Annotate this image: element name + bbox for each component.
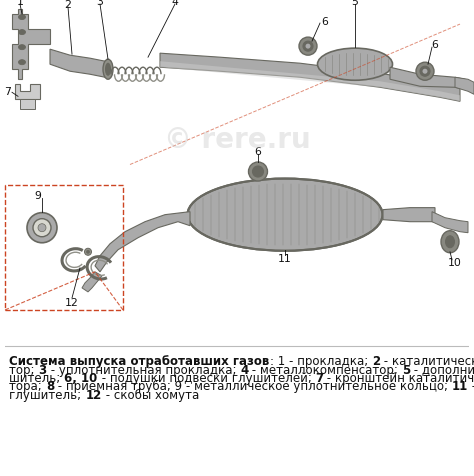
- Ellipse shape: [86, 251, 90, 254]
- Ellipse shape: [18, 60, 26, 66]
- Text: 7: 7: [315, 371, 323, 384]
- Ellipse shape: [441, 231, 459, 253]
- Ellipse shape: [33, 219, 51, 237]
- Ellipse shape: [303, 42, 313, 52]
- Text: 11: 11: [278, 253, 292, 263]
- Text: 6, 10: 6, 10: [64, 371, 98, 384]
- Ellipse shape: [248, 163, 267, 182]
- Text: 9: 9: [35, 190, 41, 200]
- Text: : 1 - прокладка;: : 1 - прокладка;: [270, 355, 372, 367]
- Text: тора;: тора;: [9, 379, 46, 393]
- Text: - дополнительный глу-: - дополнительный глу-: [410, 363, 474, 376]
- Polygon shape: [50, 50, 105, 78]
- Text: 12: 12: [85, 388, 101, 401]
- Ellipse shape: [420, 67, 430, 77]
- Polygon shape: [390, 68, 465, 90]
- Polygon shape: [20, 100, 35, 110]
- Text: глушитель;: глушитель;: [9, 388, 85, 401]
- Ellipse shape: [306, 45, 310, 50]
- Ellipse shape: [38, 224, 46, 232]
- Text: шитель;: шитель;: [9, 371, 64, 384]
- Text: - основной: - основной: [468, 379, 474, 393]
- Ellipse shape: [18, 30, 26, 36]
- Text: - приемная труба; 9 - металлическое уплотнительное кольцо;: - приемная труба; 9 - металлическое упло…: [54, 379, 452, 393]
- Polygon shape: [383, 208, 435, 222]
- Text: 5: 5: [352, 0, 358, 7]
- Text: 1: 1: [17, 0, 23, 7]
- Ellipse shape: [253, 167, 264, 178]
- Text: 8: 8: [46, 379, 54, 393]
- Text: тор;: тор;: [9, 363, 39, 376]
- Text: - скобы хомута: - скобы хомута: [101, 388, 199, 401]
- Text: © rere.ru: © rere.ru: [164, 126, 310, 154]
- Ellipse shape: [18, 46, 26, 50]
- Text: - кронштейн каталитического коллек-: - кронштейн каталитического коллек-: [323, 371, 474, 384]
- Ellipse shape: [422, 69, 428, 75]
- Ellipse shape: [188, 179, 383, 251]
- Polygon shape: [15, 85, 40, 100]
- Text: 10: 10: [448, 257, 462, 267]
- Ellipse shape: [318, 49, 392, 81]
- Text: - уплотнительная прокладка;: - уплотнительная прокладка;: [47, 363, 240, 376]
- Text: 6: 6: [431, 40, 438, 50]
- Text: - металлокомпенсатор;: - металлокомпенсатор;: [248, 363, 402, 376]
- Text: 5: 5: [402, 363, 410, 376]
- Text: Система выпуска отработавших газов: Система выпуска отработавших газов: [9, 355, 270, 367]
- Ellipse shape: [103, 60, 113, 80]
- Polygon shape: [160, 54, 460, 102]
- Text: 3: 3: [39, 363, 47, 376]
- Text: - подушки подвески глушителей;: - подушки подвески глушителей;: [98, 371, 315, 384]
- Text: 7: 7: [5, 87, 11, 97]
- Ellipse shape: [18, 16, 26, 20]
- Polygon shape: [432, 212, 468, 233]
- Ellipse shape: [84, 249, 91, 256]
- Text: 12: 12: [65, 298, 79, 307]
- Polygon shape: [160, 62, 460, 102]
- Polygon shape: [12, 10, 50, 80]
- Ellipse shape: [446, 236, 455, 248]
- Text: 4: 4: [172, 0, 178, 7]
- Text: - каталитический коллек-: - каталитический коллек-: [380, 355, 474, 367]
- Polygon shape: [82, 272, 102, 292]
- Ellipse shape: [106, 64, 110, 76]
- Polygon shape: [455, 78, 474, 95]
- Ellipse shape: [27, 213, 57, 243]
- Text: 2: 2: [64, 0, 72, 10]
- Text: 4: 4: [240, 363, 248, 376]
- Ellipse shape: [416, 63, 434, 81]
- Text: 3: 3: [97, 0, 103, 7]
- Text: 2: 2: [372, 355, 380, 367]
- Text: 11: 11: [452, 379, 468, 393]
- Ellipse shape: [299, 38, 317, 56]
- Text: 6: 6: [255, 147, 262, 157]
- Polygon shape: [95, 212, 190, 272]
- Text: 6: 6: [321, 17, 328, 27]
